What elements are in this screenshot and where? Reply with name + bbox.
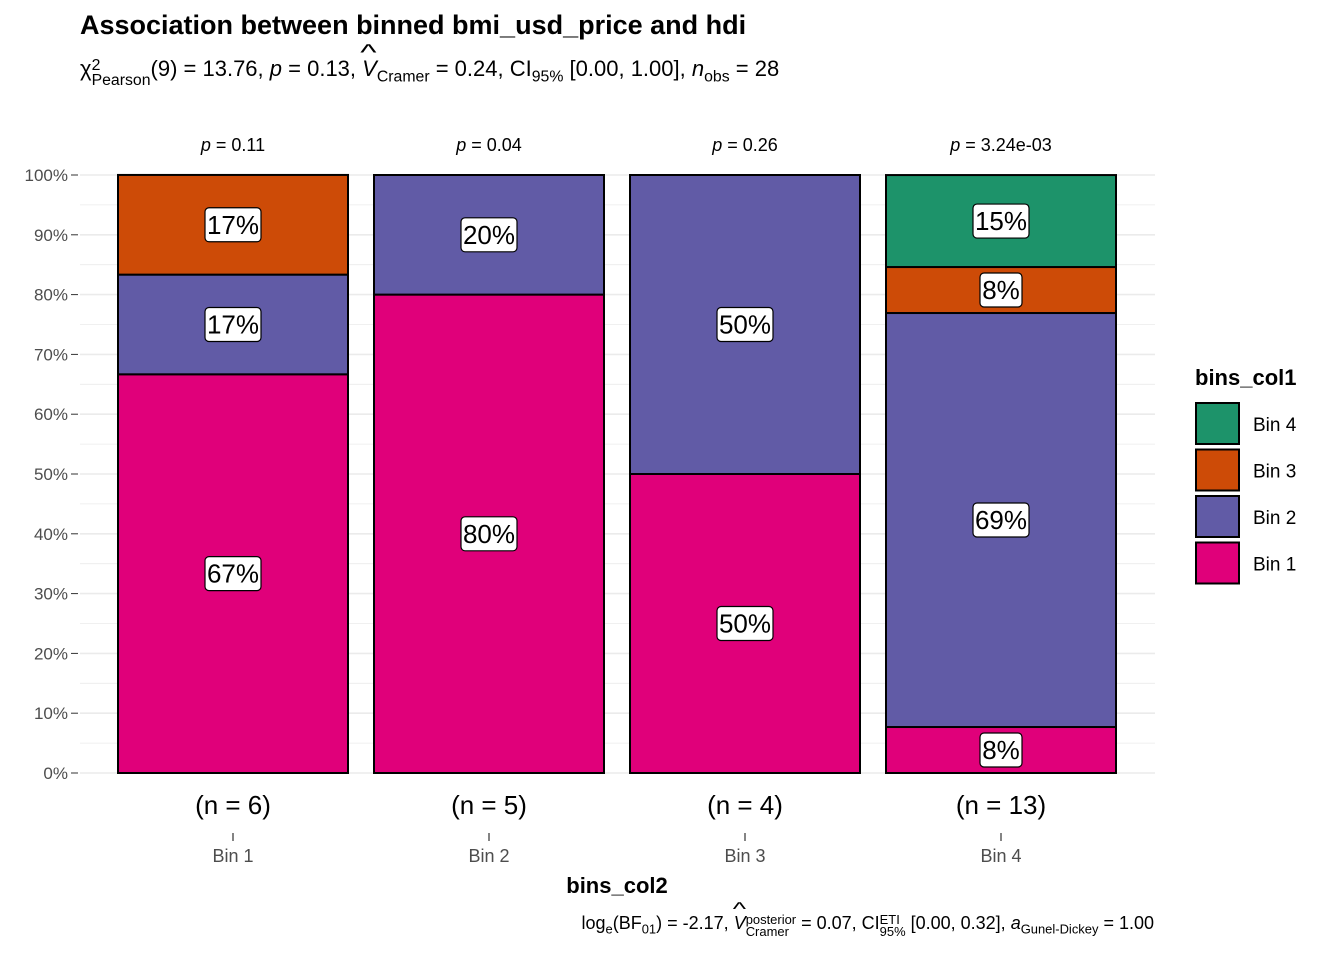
legend-swatch: [1195, 448, 1240, 492]
percent-label-box: [972, 203, 1030, 239]
sample-size-label: (n = 4): [707, 790, 783, 820]
percent-label-text: 17%: [207, 309, 259, 339]
percent-label-box: [460, 217, 518, 253]
percent-label: 20%: [460, 217, 518, 253]
x-axis-title: bins_col2: [566, 873, 667, 898]
chart-title: Association between binned bmi_usd_price…: [80, 10, 747, 40]
percent-label-box: [204, 207, 262, 243]
percent-label-text: 20%: [463, 220, 515, 250]
y-tick-label: 100%: [25, 166, 68, 185]
percent-label-text: 69%: [975, 505, 1027, 535]
y-tick-label: 20%: [34, 644, 68, 663]
legend-label: Bin 2: [1253, 508, 1296, 529]
percent-label-box: [460, 516, 518, 552]
percent-label-text: 17%: [207, 210, 259, 240]
y-tick-label: 0%: [43, 764, 68, 783]
legend-swatch: [1195, 541, 1240, 585]
percent-label: 67%: [204, 556, 262, 592]
percent-label-box: [204, 306, 262, 343]
percent-label: 50%: [716, 306, 774, 343]
y-tick-label: 70%: [34, 345, 68, 364]
percent-label-box: [716, 306, 774, 343]
y-tick-label: 80%: [34, 286, 68, 305]
x-tick-label: Bin 3: [724, 846, 765, 866]
sample-size-label: (n = 5): [451, 790, 527, 820]
x-tick-label: Bin 1: [212, 846, 253, 866]
x-tick-label: Bin 4: [980, 846, 1021, 866]
bar-segment: [629, 473, 861, 774]
percent-label-text: 8%: [982, 735, 1020, 765]
chi-symbol: χ 2 Pearson: [80, 56, 151, 89]
percent-label-text: 15%: [975, 206, 1027, 236]
legend-label: Bin 4: [1253, 415, 1297, 436]
percent-label: 17%: [204, 306, 262, 343]
p-value-label: p = 0.04: [455, 135, 522, 155]
percent-label: 8%: [979, 272, 1023, 308]
percent-label-box: [979, 272, 1023, 308]
bar-labels: 67% 17% 17% 80% 20% 50% 50% 8% 69% 8% 15% p = 0.11 p…: [200, 135, 1052, 768]
y-tick-label: 50%: [34, 465, 68, 484]
p-value-label: p = 0.26: [711, 135, 778, 155]
percent-label-box: [204, 556, 262, 592]
legend-swatch: [1195, 402, 1240, 445]
percent-label: 8%: [979, 732, 1023, 768]
x-axis: (n = 6) Bin 1 (n = 5) Bin 2 (n = 4) Bin 3 (n =…: [195, 790, 1046, 866]
x-tick-label: Bin 2: [468, 846, 509, 866]
percent-label-text: 67%: [207, 559, 259, 589]
y-tick-label: 40%: [34, 525, 68, 544]
p-value-label: p = 3.24e-03: [949, 135, 1052, 155]
y-tick-label: 90%: [34, 226, 68, 245]
p-value-label: p = 0.11: [200, 135, 265, 155]
percent-label-text: 8%: [982, 275, 1020, 305]
percent-label-box: [716, 605, 774, 642]
percent-label: 69%: [972, 502, 1030, 538]
y-tick-label: 10%: [34, 704, 68, 723]
y-axis-ticks: 0% 10% 20% 30% 40% 50% 60% 70% 80% 90% 100%: [25, 166, 78, 783]
percent-label-text: 50%: [719, 310, 771, 340]
percent-label: 15%: [972, 203, 1030, 239]
sample-size-label: (n = 6): [195, 790, 271, 820]
percent-label-text: 50%: [719, 609, 771, 639]
legend-title: bins_col1: [1195, 365, 1296, 390]
legend-swatch: [1195, 495, 1240, 538]
percent-label: 80%: [460, 516, 518, 552]
percent-label-box: [972, 502, 1030, 538]
legend-label: Bin 3: [1253, 462, 1296, 483]
percent-label: 17%: [204, 207, 262, 243]
y-tick-label: 30%: [34, 585, 68, 604]
percent-label: 50%: [716, 605, 774, 642]
legend: bins_col1 Bin 4 Bin 3 Bin 2 Bin 1: [1195, 365, 1297, 585]
legend-label: Bin 1: [1253, 555, 1296, 576]
sample-size-label: (n = 13): [956, 790, 1046, 820]
percent-label-box: [979, 732, 1023, 768]
y-tick-label: 60%: [34, 405, 68, 424]
percent-label-text: 80%: [463, 519, 515, 549]
